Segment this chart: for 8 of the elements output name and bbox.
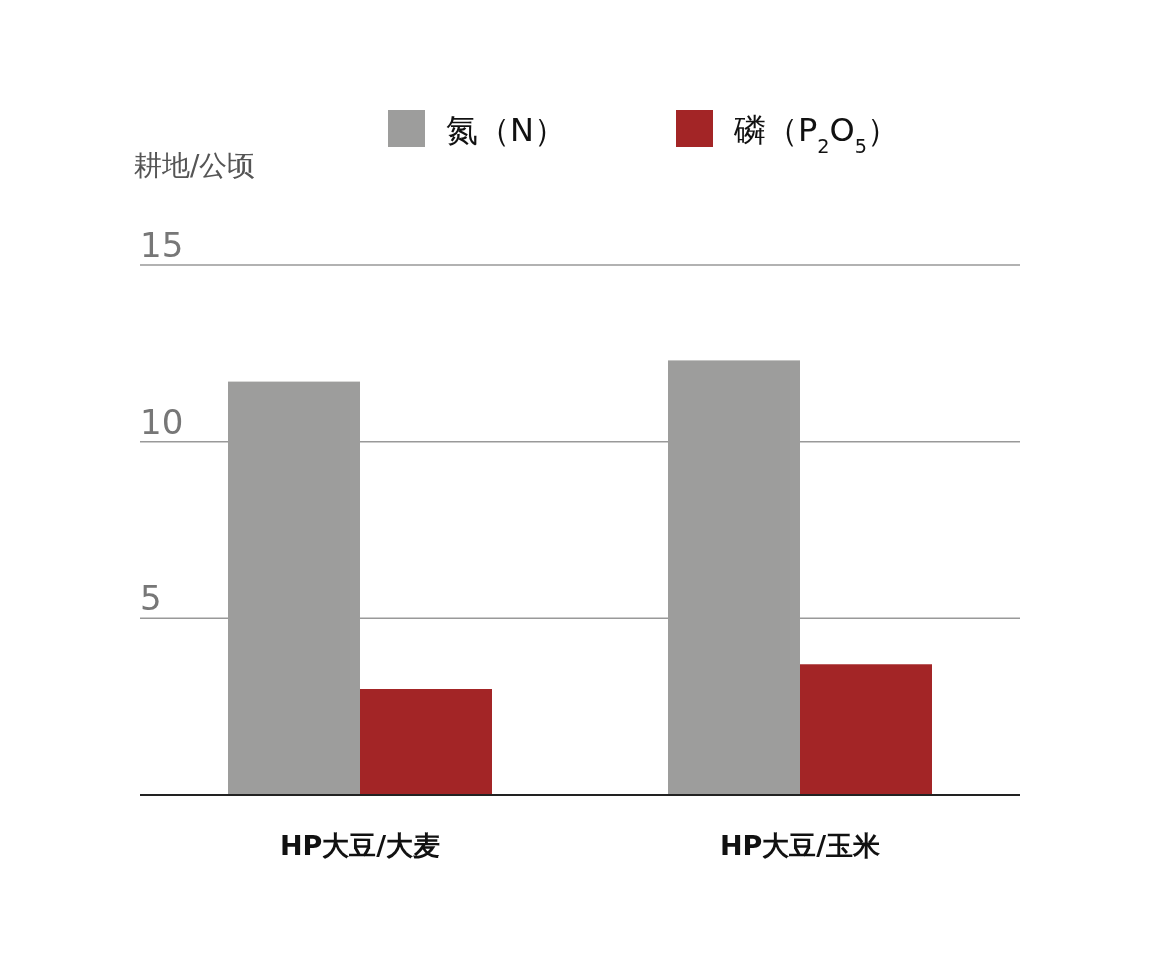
y-tick-label: 15 [140,225,184,265]
y-tick-label: 10 [140,401,184,442]
legend-label: 磷（P$_{2}$O$_{5}$） [733,111,899,158]
x-tick-label: HP大豆/玉米 [719,830,881,861]
y-tick-label: 5 [140,578,162,619]
y-axis-title: 耕地/公顷 [134,149,256,182]
x-tick-label: HP大豆/大麦 [279,830,441,861]
legend-label: 氮（N） [446,111,566,149]
